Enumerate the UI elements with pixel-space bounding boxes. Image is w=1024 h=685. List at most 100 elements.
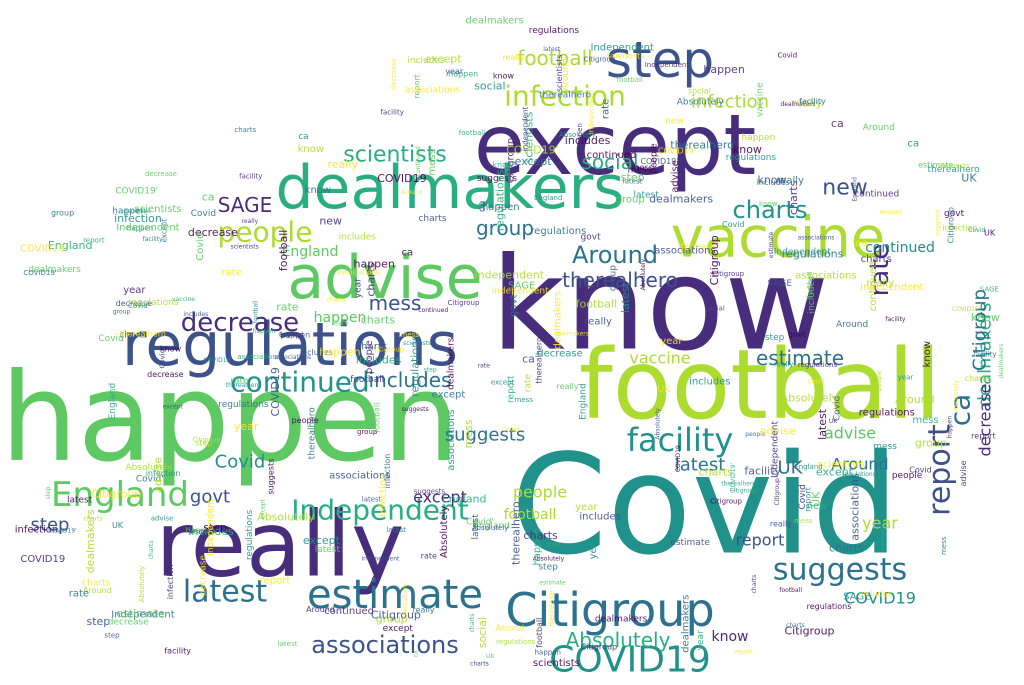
word-regulations: regulations [807, 602, 852, 611]
word-decrease: decrease [123, 208, 151, 215]
word-covid: Covid [98, 334, 123, 344]
word-vaccine: vaccine [629, 349, 690, 368]
word-know: know [757, 173, 786, 186]
word-associations: associations [405, 85, 461, 95]
word-citigroup: Citigroup [505, 583, 714, 637]
word-happen: happen [353, 257, 394, 270]
word-people: people [892, 471, 923, 481]
word-vaccine: vaccine [671, 206, 886, 271]
word-regulations: regulations [496, 638, 536, 646]
word-scientists: scientists [343, 143, 446, 168]
word-year: year [123, 285, 146, 296]
word-facility: facility [973, 350, 996, 358]
word-independent: Independent [860, 282, 923, 293]
word-therealhero: therealhero [226, 382, 261, 389]
word-suggests: suggests [267, 459, 276, 495]
word-independent: Independent [771, 421, 781, 479]
word-happen: happen [280, 330, 310, 339]
word-includes: includes [356, 353, 402, 366]
word-absolutely: Absolutely [640, 258, 647, 290]
word-around: Around [83, 586, 112, 595]
word-year: year [588, 536, 599, 559]
word-absolutely: Absolutely [138, 566, 146, 603]
word-england: England [794, 463, 822, 471]
word-scientists: scientists [231, 244, 259, 251]
word-facility: facility [744, 464, 781, 477]
word-happen: happen [314, 310, 367, 326]
word-step: step [606, 31, 714, 89]
word-charts: charts [861, 254, 892, 265]
word-therealhero: therealhero [402, 583, 409, 618]
word-scientists: scientists [607, 52, 645, 61]
word-ca: ca [413, 650, 420, 657]
word-decrease: decrease [390, 58, 398, 90]
word-charts: charts [965, 374, 990, 383]
word-absolutely: Absolutely [677, 98, 725, 108]
word-associations: associations [446, 409, 457, 470]
word-around: Around [306, 605, 335, 614]
word-except: except [816, 466, 854, 479]
word-decrease: decrease [188, 226, 238, 239]
word-decrease: decrease [976, 384, 995, 457]
word-associations: associations [311, 631, 458, 659]
word-scientists: scientists [533, 658, 580, 669]
word-year: year [862, 514, 898, 533]
word-charts: charts [829, 542, 864, 555]
word-infection: infection [15, 524, 58, 535]
word-suggests: suggests [477, 174, 518, 184]
word-uk: UK [658, 385, 672, 395]
word-continued: continued [418, 307, 448, 314]
word-know: know [492, 160, 514, 169]
word-really: really [776, 175, 804, 186]
word-covid: Covid' [128, 302, 150, 310]
word-independent: Independent [774, 248, 832, 258]
word-step: step [104, 632, 120, 640]
word-really: really [770, 520, 792, 529]
word-covid19: COVID19' [506, 144, 558, 157]
word-latest: latest [278, 640, 298, 648]
word-continued: continued [868, 261, 879, 311]
word-rate: rate [69, 588, 89, 599]
word-sage: SAGE [218, 193, 273, 217]
word-independent: Independent [474, 268, 544, 281]
word-really: really [242, 218, 259, 225]
word-football: football [252, 300, 259, 323]
word-estimate: estimate [670, 538, 710, 548]
word-independent: Independent [588, 90, 596, 135]
word-social: social [705, 304, 725, 312]
word-vaccine: vaccine [755, 82, 765, 117]
word-year: year [696, 630, 706, 650]
word-citigroup: Citigroup [774, 478, 781, 505]
word-except: except [163, 403, 184, 410]
word-know: know [733, 143, 762, 156]
word-regulations: regulations [493, 169, 506, 231]
word-regulations: regulations [859, 408, 915, 419]
word-report: report [923, 424, 958, 516]
word-really: really [156, 493, 405, 598]
word-citigroup: Citigroup [712, 270, 744, 278]
word-charts: charts [469, 614, 476, 633]
word-dealmakers: dealmakers [998, 344, 1005, 379]
word-citigroup: Citigroup [784, 624, 834, 637]
word-happen: happen [127, 224, 153, 232]
word-associations: associations [654, 246, 715, 257]
word-football: football [779, 587, 802, 594]
word-football: football [459, 129, 485, 137]
word-latest: latest [471, 514, 481, 540]
word-know: know [493, 72, 515, 81]
word-charts: charts [786, 622, 805, 629]
word-facility: facility [627, 421, 734, 459]
word-latest: latest [543, 46, 561, 53]
word-really: really [792, 96, 823, 109]
word-absolutely: Absolutely [953, 380, 960, 412]
word-regulations: regulations [530, 226, 586, 237]
word-facility: facility [381, 108, 404, 116]
word-decrease: decrease [679, 242, 716, 251]
word-covid19: COVID19 [203, 357, 230, 364]
word-regulations: regulations [245, 509, 255, 560]
word-around: Around [496, 623, 525, 632]
word-govt: govt [788, 330, 806, 339]
word-regulations: regulations [782, 247, 844, 260]
word-rate: rate [601, 99, 612, 119]
